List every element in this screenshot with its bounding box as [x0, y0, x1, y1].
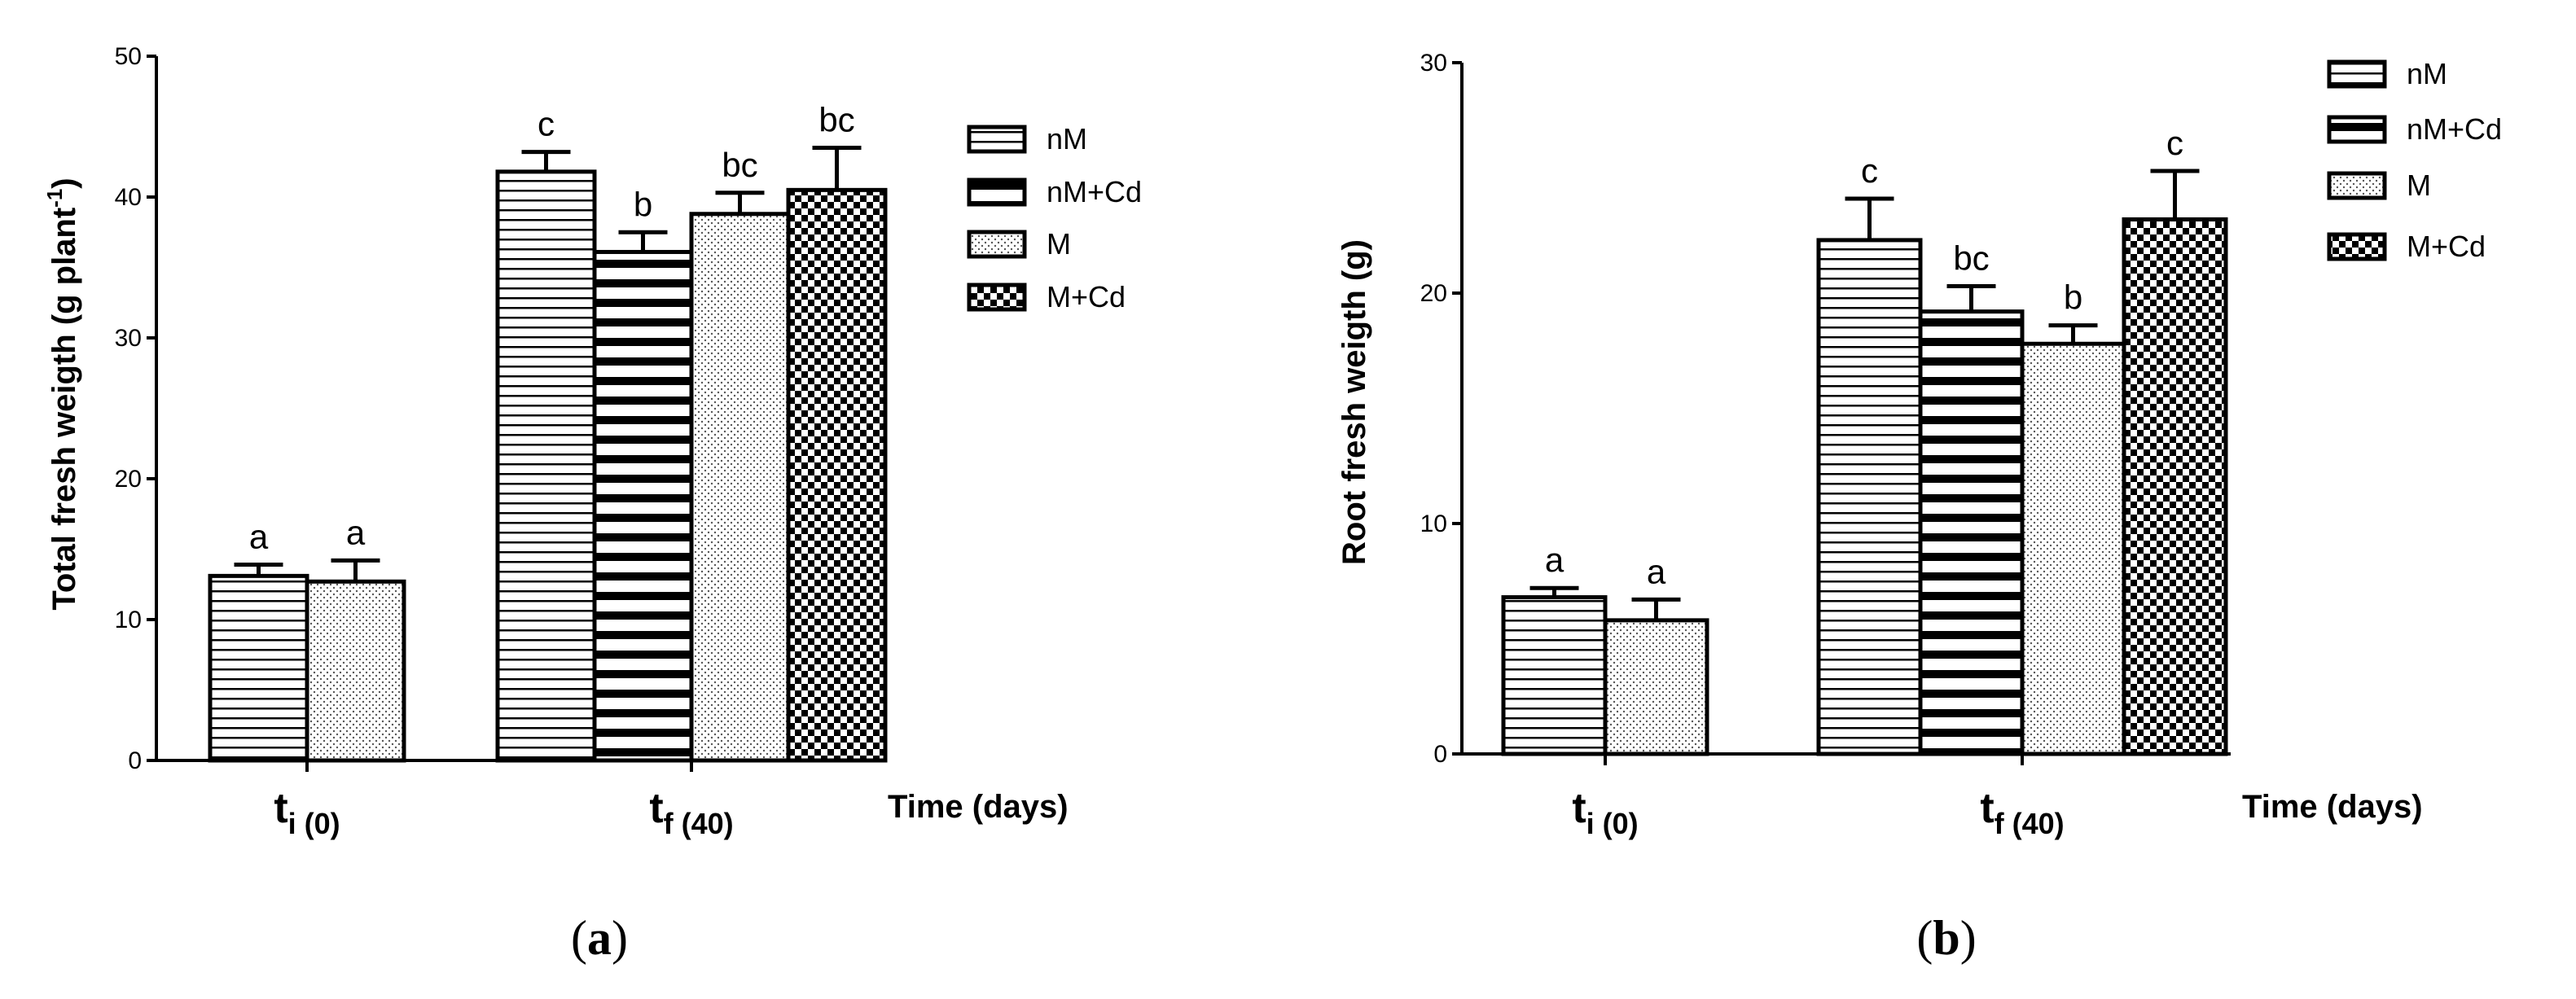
error-bar	[1529, 585, 1579, 598]
x-tick-label: ti (0)	[274, 785, 340, 840]
y-axis-label-text: Total fresh weigth (g plant	[46, 208, 82, 611]
y-axis-label: Root fresh weigth (g)	[1336, 239, 1372, 565]
significance-label: a	[346, 513, 366, 551]
bar	[689, 212, 791, 763]
x-tick-label-base: t	[274, 785, 287, 832]
x-tick-label-subscript: f (40)	[664, 807, 734, 840]
panel-label-letter: a	[587, 911, 612, 965]
legend-label: M+Cd	[2407, 230, 2486, 263]
bar	[495, 169, 597, 763]
error-bar	[2150, 169, 2200, 220]
significance-label: a	[1545, 541, 1564, 579]
legend-swatch	[967, 177, 1027, 207]
y-axis-label-suffix: )	[46, 177, 82, 188]
y-tick-label: 10	[1420, 510, 1447, 537]
y-tick-label: 30	[115, 325, 142, 352]
panel-label: (a)	[571, 911, 628, 965]
error-bar	[1946, 284, 1996, 312]
bar	[1918, 309, 2025, 756]
bar	[2122, 217, 2228, 756]
legend-label: nM	[2407, 57, 2447, 90]
x-tick-label-subscript: f (40)	[1995, 807, 2065, 840]
legend-swatch	[967, 125, 1027, 154]
bar	[2020, 341, 2126, 756]
significance-label: b	[634, 185, 652, 223]
bar	[592, 249, 694, 763]
significance-label: a	[1647, 552, 1666, 590]
y-axis-label-superscript: -1	[42, 189, 67, 208]
bar	[305, 579, 406, 763]
legend-swatch	[2327, 232, 2387, 261]
x-tick-label: tf (40)	[649, 785, 733, 840]
y-tick-label: 0	[1433, 741, 1447, 768]
bar	[786, 187, 888, 763]
error-bar	[1631, 597, 1681, 620]
x-tick-label-subscript: i (0)	[1586, 807, 1639, 840]
x-axis-label: Time (days)	[888, 789, 1069, 825]
y-axis-label-text: Root fresh weigth (g)	[1336, 239, 1372, 565]
legend-swatch	[2327, 59, 2387, 89]
y-tick-label: 40	[115, 184, 142, 211]
legend-label: M	[1047, 227, 1071, 261]
significance-label: a	[249, 518, 269, 556]
x-tick-label: tf (40)	[1980, 785, 2064, 840]
y-tick-label: 30	[1420, 50, 1447, 77]
bar	[208, 573, 309, 763]
error-bar	[618, 230, 668, 252]
panel-label-open: (	[571, 911, 587, 965]
panel-label-open: (	[1916, 911, 1933, 965]
x-tick-label: ti (0)	[1572, 785, 1638, 840]
y-tick-label: 50	[115, 43, 142, 70]
error-bar	[521, 150, 571, 172]
bar	[1501, 595, 1608, 756]
significance-label: c	[1861, 151, 1878, 190]
significance-label: c	[2166, 124, 2183, 162]
legend-label: M+Cd	[1047, 280, 1126, 313]
panel-label: (b)	[1916, 911, 1976, 965]
y-axis-label: Total fresh weigth (g plant-1)	[42, 177, 82, 610]
error-bar	[234, 563, 283, 576]
y-tick-label: 0	[128, 747, 142, 774]
panel-label-close: )	[1960, 911, 1977, 965]
bar	[1816, 238, 1923, 756]
x-tick-label-base: t	[1572, 785, 1586, 832]
significance-label: bc	[722, 146, 757, 184]
y-tick-label: 10	[115, 607, 142, 633]
x-tick-label-base: t	[1980, 785, 1994, 832]
panel-label-letter: b	[1933, 911, 1959, 965]
legend-label: nM	[1047, 122, 1087, 156]
x-axis-label: Time (days)	[2242, 789, 2423, 825]
significance-label: c	[538, 105, 555, 143]
x-tick-label-base: t	[649, 785, 663, 832]
significance-label: b	[2064, 278, 2082, 317]
y-tick-label: 20	[1420, 280, 1447, 307]
legend-swatch	[967, 283, 1027, 312]
significance-label: bc	[818, 100, 854, 138]
error-bar	[1845, 196, 1894, 240]
error-bar	[715, 191, 765, 214]
error-bar	[331, 558, 380, 582]
legend-label: nM+Cd	[2407, 112, 2502, 146]
significance-label: bc	[1953, 239, 1989, 278]
error-bar	[2048, 323, 2098, 344]
legend-swatch	[967, 230, 1027, 259]
legend-label: M	[2407, 169, 2431, 202]
error-bar	[812, 145, 862, 191]
legend-label: nM+Cd	[1047, 175, 1142, 208]
x-tick-label-subscript: i (0)	[288, 807, 340, 840]
legend-swatch	[2327, 171, 2387, 200]
legend-swatch	[2327, 115, 2387, 144]
bar	[1603, 618, 1709, 756]
panel-label-close: )	[612, 911, 628, 965]
y-tick-label: 20	[115, 466, 142, 493]
